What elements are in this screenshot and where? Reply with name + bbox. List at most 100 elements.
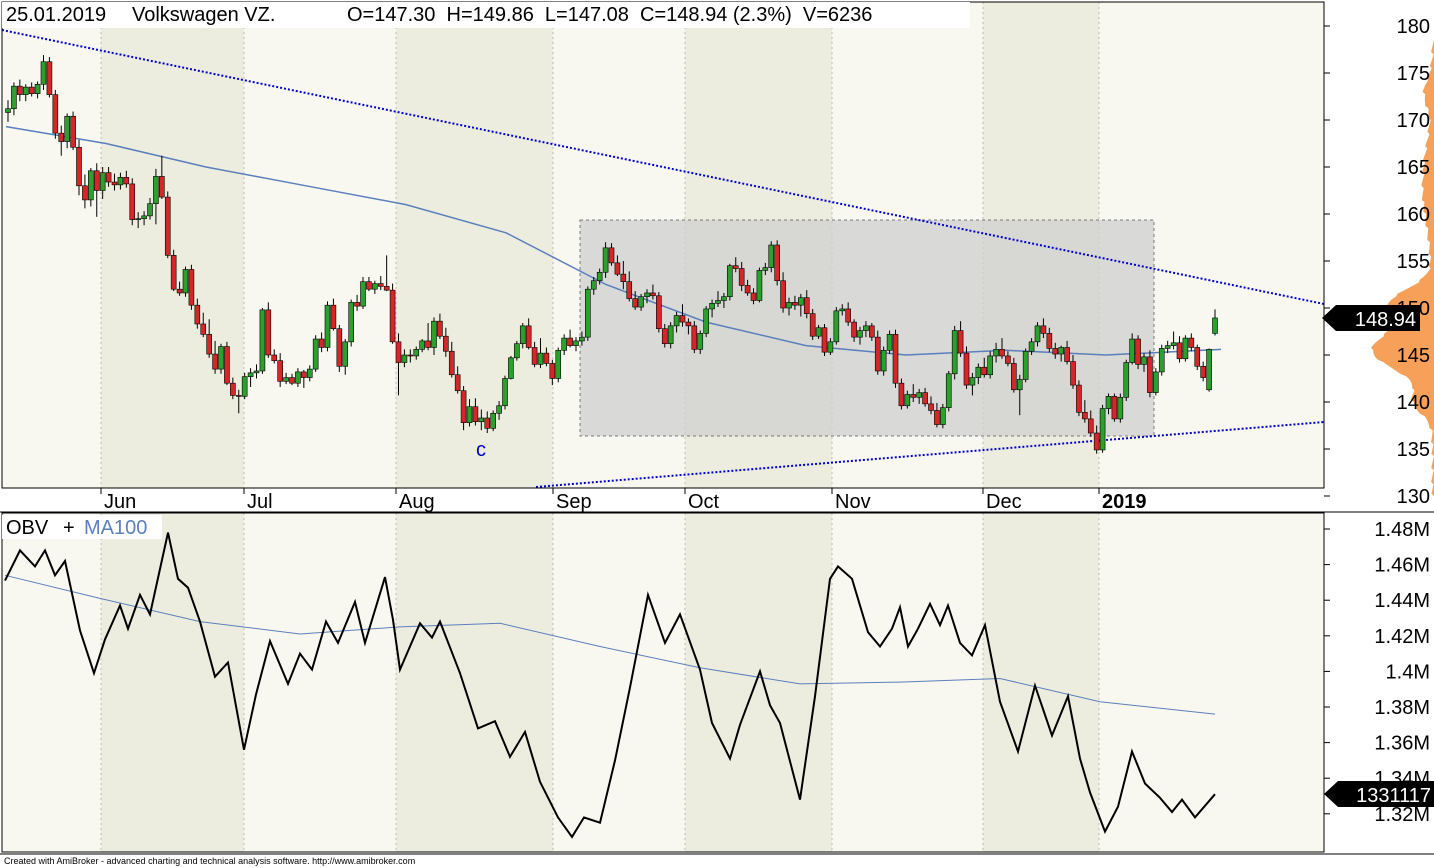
candle xyxy=(34,81,41,99)
candle-body xyxy=(987,355,993,376)
candle xyxy=(703,306,709,338)
x-tick-label: Jul xyxy=(247,491,273,513)
candle xyxy=(1052,342,1059,359)
candle-body xyxy=(200,323,207,335)
candle-body xyxy=(301,371,307,378)
candle-body xyxy=(821,327,828,353)
candle xyxy=(1123,359,1130,402)
candle-body xyxy=(727,265,733,298)
candle xyxy=(1176,336,1183,363)
candle xyxy=(821,323,828,356)
candle-body xyxy=(525,325,532,348)
candle xyxy=(1064,340,1070,365)
candle xyxy=(153,168,159,225)
candle xyxy=(886,330,893,355)
header-symbol: Volkswagen VZ. xyxy=(132,4,275,26)
candle-body xyxy=(472,406,479,423)
candle-body xyxy=(519,325,526,345)
candle-body xyxy=(1028,341,1035,352)
candle xyxy=(561,334,567,355)
last-obv-marker xyxy=(1324,781,1434,808)
price-y-tick-label: 130 xyxy=(1397,486,1430,508)
candle-body xyxy=(537,352,544,365)
candle-body xyxy=(673,315,680,327)
candle-body xyxy=(64,115,70,142)
price-y-tick-label: 155 xyxy=(1397,251,1430,273)
candle xyxy=(656,292,662,333)
candle-body xyxy=(206,334,212,355)
candle xyxy=(454,366,461,394)
candle xyxy=(206,319,212,358)
candle-body xyxy=(650,292,656,297)
candle-body xyxy=(1164,345,1171,349)
candle xyxy=(940,403,946,429)
legend-bg xyxy=(2,515,162,539)
price-y-tick-label: 135 xyxy=(1397,439,1430,461)
upper-trendline xyxy=(1,29,1325,305)
candle-body xyxy=(1176,342,1183,360)
candle xyxy=(354,294,360,311)
candlesticks: c xyxy=(5,55,1218,461)
candle xyxy=(987,351,993,379)
candle xyxy=(910,384,917,402)
candle xyxy=(945,370,952,412)
candle xyxy=(502,375,508,410)
candle-body xyxy=(82,185,88,201)
candle-body xyxy=(549,363,556,379)
candle xyxy=(774,240,780,286)
candle xyxy=(241,372,248,400)
candle xyxy=(874,330,881,375)
candle xyxy=(780,272,786,313)
candle xyxy=(1046,327,1053,353)
candle xyxy=(141,211,147,226)
candle xyxy=(1200,361,1206,382)
candle-body xyxy=(159,176,165,198)
candle-body xyxy=(1076,384,1082,413)
candle-body xyxy=(99,172,106,191)
candle xyxy=(407,349,414,363)
candle xyxy=(608,243,615,266)
candle-body xyxy=(11,85,17,110)
candle-body xyxy=(691,325,698,350)
candle xyxy=(372,280,378,294)
x-tick-label: Dec xyxy=(986,491,1022,513)
candle xyxy=(58,125,65,156)
candle xyxy=(389,283,396,344)
candle xyxy=(342,339,349,375)
candle xyxy=(1135,335,1141,370)
candle xyxy=(590,276,597,295)
candle-body xyxy=(709,302,715,310)
candle xyxy=(845,302,851,326)
candle-body xyxy=(667,325,674,345)
candle xyxy=(975,363,982,385)
candle xyxy=(508,355,514,380)
candle xyxy=(744,279,751,296)
obv-month-band xyxy=(983,513,1099,852)
candle xyxy=(555,347,562,383)
candle xyxy=(851,319,857,342)
candle xyxy=(395,333,402,396)
candle xyxy=(1099,404,1106,453)
candle xyxy=(1058,345,1064,362)
candle-body xyxy=(1170,342,1177,346)
obv-y-tick-label: 1.44M xyxy=(1374,590,1430,612)
candle xyxy=(1164,340,1171,354)
candle xyxy=(466,399,473,427)
price-y-tick-label: 160 xyxy=(1397,204,1430,226)
candle-body xyxy=(940,407,946,425)
candle xyxy=(129,178,136,226)
candle xyxy=(1087,410,1094,437)
candle-body xyxy=(164,196,171,256)
candle xyxy=(691,321,698,354)
candle-body xyxy=(194,304,201,325)
candle-body xyxy=(721,296,727,301)
candle-body xyxy=(283,377,289,382)
candle-body xyxy=(590,280,597,290)
candle xyxy=(17,79,23,102)
candle-body xyxy=(170,255,177,290)
candle-body xyxy=(951,330,958,375)
candle-body xyxy=(354,302,360,307)
candle xyxy=(259,308,266,374)
candle-body xyxy=(910,394,917,398)
candle-body xyxy=(555,349,562,379)
